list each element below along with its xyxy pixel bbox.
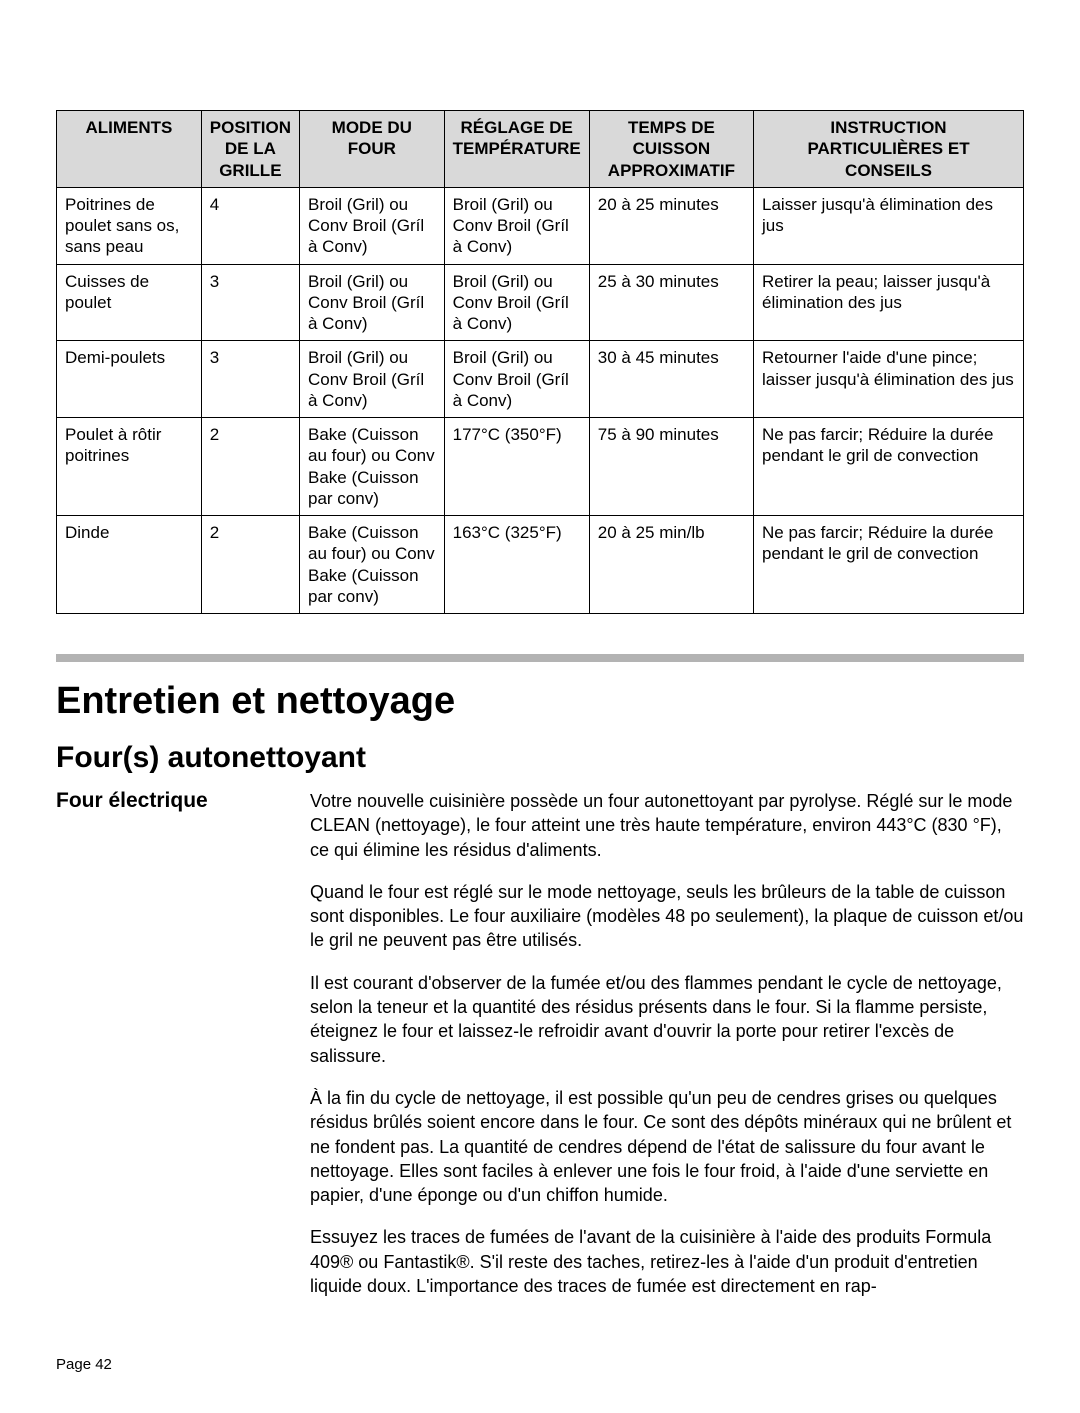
table-row: Poulet à rôtir poitrines2Bake (Cuisson a…: [57, 418, 1024, 516]
th-temps: TEMPS DE CUISSON APPROXIMATIF: [589, 111, 753, 188]
table-cell: 2: [201, 516, 299, 614]
body-paragraph: Il est courant d'observer de la fumée et…: [310, 971, 1024, 1068]
th-aliments: ALIMENTS: [57, 111, 202, 188]
table-cell: Laisser jusqu'à élimination des jus: [754, 187, 1024, 264]
table-cell: 163°C (325°F): [444, 516, 589, 614]
table-cell: Broil (Gril) ou Conv Broil (Gríl à Conv): [444, 341, 589, 418]
table-cell: 75 à 90 minutes: [589, 418, 753, 516]
table-row: Dinde2Bake (Cuisson au four) ou Conv Bak…: [57, 516, 1024, 614]
table-cell: 25 à 30 minutes: [589, 264, 753, 341]
table-cell: Broil (Gril) ou Conv Broil (Gríl à Conv): [300, 187, 445, 264]
body-paragraph: À la fin du cycle de nettoyage, il est p…: [310, 1086, 1024, 1207]
table-cell: Demi-poulets: [57, 341, 202, 418]
table-cell: Broil (Gril) ou Conv Broil (Gríl à Conv): [300, 341, 445, 418]
table-cell: Poitrines de poulet sans os, sans peau: [57, 187, 202, 264]
th-mode: MODE DU FOUR: [300, 111, 445, 188]
table-row: Poitrines de poulet sans os, sans peau4B…: [57, 187, 1024, 264]
table-cell: Retourner l'aide d'une pince; laisser ju…: [754, 341, 1024, 418]
table-cell: 2: [201, 418, 299, 516]
table-cell: Ne pas farcir; Réduire la durée pendant …: [754, 418, 1024, 516]
section-divider: [56, 654, 1024, 662]
page-number: Page 42: [56, 1356, 1024, 1373]
section-subtitle: Four(s) autonettoyant: [56, 741, 1024, 775]
table-cell: 3: [201, 341, 299, 418]
th-instr: INSTRUCTION PARTICULIÈRES ET CONSEILS: [754, 111, 1024, 188]
table-cell: 4: [201, 187, 299, 264]
cooking-table: ALIMENTS POSITION DE LA GRILLE MODE DU F…: [56, 110, 1024, 614]
table-row: Cuisses de poulet3Broil (Gril) ou Conv B…: [57, 264, 1024, 341]
table-cell: 20 à 25 minutes: [589, 187, 753, 264]
table-cell: Broil (Gril) ou Conv Broil (Gríl à Conv): [444, 187, 589, 264]
table-cell: Bake (Cuisson au four) ou Conv Bake (Cui…: [300, 418, 445, 516]
table-cell: Dinde: [57, 516, 202, 614]
table-cell: Broil (Gril) ou Conv Broil (Gríl à Conv): [444, 264, 589, 341]
table-cell: Ne pas farcir; Réduire la durée pendant …: [754, 516, 1024, 614]
table-cell: Poulet à rôtir poitrines: [57, 418, 202, 516]
th-position: POSITION DE LA GRILLE: [201, 111, 299, 188]
table-cell: 30 à 45 minutes: [589, 341, 753, 418]
table-cell: Cuisses de poulet: [57, 264, 202, 341]
section-title: Entretien et nettoyage: [56, 680, 1024, 723]
table-cell: Bake (Cuisson au four) ou Conv Bake (Cui…: [300, 516, 445, 614]
content-row: Four électrique Votre nouvelle cuisinièr…: [56, 789, 1024, 1316]
table-cell: 3: [201, 264, 299, 341]
table-cell: Retirer la peau; laisser jusqu'à élimina…: [754, 264, 1024, 341]
table-cell: 177°C (350°F): [444, 418, 589, 516]
table-row: Demi-poulets3Broil (Gril) ou Conv Broil …: [57, 341, 1024, 418]
side-heading: Four électrique: [56, 789, 286, 1316]
body-paragraph: Essuyez les traces de fumées de l'avant …: [310, 1225, 1024, 1298]
table-cell: Broil (Gril) ou Conv Broil (Gríl à Conv): [300, 264, 445, 341]
table-cell: 20 à 25 min/lb: [589, 516, 753, 614]
body-paragraph: Quand le four est réglé sur le mode nett…: [310, 880, 1024, 953]
table-header-row: ALIMENTS POSITION DE LA GRILLE MODE DU F…: [57, 111, 1024, 188]
th-temp: RÉGLAGE DE TEMPÉRATURE: [444, 111, 589, 188]
body-paragraph: Votre nouvelle cuisinière possède un fou…: [310, 789, 1024, 862]
body-text: Votre nouvelle cuisinière possède un fou…: [310, 789, 1024, 1316]
